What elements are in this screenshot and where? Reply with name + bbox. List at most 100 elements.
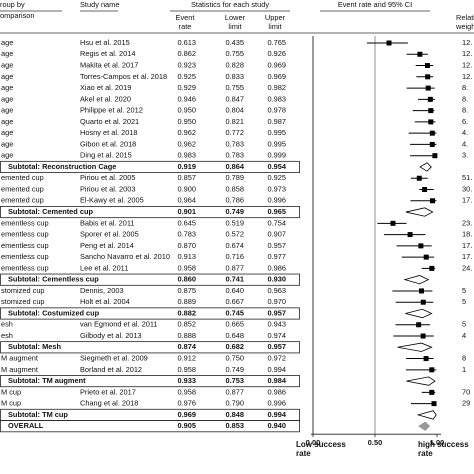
stat-value: 0.930 — [268, 275, 287, 284]
stat-value: 0.905 — [178, 421, 197, 430]
stat-value: 0.965 — [268, 207, 287, 216]
stat-value: 0.874 — [178, 342, 197, 351]
stat-value: 0.974 — [268, 331, 287, 340]
stat-value: 0.983 — [178, 151, 197, 160]
point-estimate — [416, 322, 422, 328]
subtotal-box — [0, 341, 300, 354]
point-estimate — [419, 288, 424, 294]
weight-value: 18. — [462, 230, 472, 239]
group-label: M augment — [1, 365, 38, 374]
stat-value: 0.978 — [268, 106, 287, 115]
weight-value: 3. — [462, 151, 468, 160]
stat-value: 0.999 — [268, 151, 287, 160]
study-name: Hosny et al. 2018 — [80, 128, 138, 137]
header-lower: Lower limit — [224, 13, 246, 31]
study-name: Quarto et al. 2021 — [80, 117, 139, 126]
stat-value: 0.674 — [226, 241, 245, 250]
point-estimate — [429, 265, 435, 271]
stat-value: 0.950 — [178, 117, 197, 126]
subtotal-label: Subtotal: TM cup — [8, 410, 68, 419]
point-estimate — [425, 85, 431, 91]
weight-value: 4. — [462, 128, 468, 137]
study-name: Peng et al. 2014 — [80, 241, 134, 250]
subtotal-label: Subtotal: Costumized cup — [8, 308, 100, 317]
group-label: ementless cup — [1, 241, 49, 250]
subtotal-box — [0, 160, 300, 174]
stat-value: 0.929 — [178, 83, 197, 92]
subtotal-diamond — [419, 162, 432, 172]
study-name: Borland et al. 2012 — [80, 365, 142, 374]
study-name: Sancho Navarro et al. 2010 — [80, 252, 170, 261]
study-name: Chang et al. 2018 — [80, 399, 138, 408]
x-label-left: Low success rate — [296, 440, 346, 458]
stat-value: 0.995 — [268, 139, 287, 148]
group-label: ementless cup — [1, 263, 49, 272]
study-name: Hsu et al. 2015 — [80, 38, 130, 47]
header-stats: Statistics for each study — [190, 0, 270, 9]
stat-value: 0.667 — [226, 297, 245, 306]
weight-value: 70 — [462, 387, 470, 396]
header-upper: Upper limit — [264, 13, 286, 31]
point-estimate — [418, 243, 424, 249]
stat-value: 0.969 — [178, 410, 197, 419]
x-label-right: high success rate — [418, 440, 469, 458]
group-label: esh — [1, 331, 13, 340]
stat-value: 0.572 — [226, 230, 245, 239]
study-name: Makita et al. 2017 — [80, 60, 138, 69]
stat-value: 0.519 — [226, 218, 245, 227]
stat-value: 0.877 — [226, 263, 245, 272]
stat-value: 0.862 — [178, 49, 197, 58]
stat-value: 0.864 — [226, 162, 245, 171]
stat-value: 0.984 — [268, 376, 287, 385]
point-estimate — [429, 130, 435, 136]
study-name: Holt et al. 2004 — [80, 297, 130, 306]
subtotal-diamond — [405, 207, 434, 217]
point-estimate — [420, 299, 426, 305]
stat-value: 0.875 — [178, 286, 197, 295]
study-name: Philippe et al. 2012 — [80, 106, 143, 115]
group-label: M augment — [1, 354, 38, 363]
header-event-rate: Event rate — [175, 13, 195, 31]
stat-value: 0.976 — [178, 399, 197, 408]
point-estimate — [428, 108, 434, 114]
stat-value: 0.963 — [268, 286, 287, 295]
stat-value: 0.933 — [178, 376, 197, 385]
stat-value: 0.986 — [268, 387, 287, 396]
stat-value: 0.749 — [226, 207, 245, 216]
subtotal-diamond — [405, 308, 433, 319]
stat-value: 0.958 — [178, 365, 197, 374]
study-name: Siegmeth et al. 2009 — [80, 354, 148, 363]
stat-value: 0.877 — [226, 387, 245, 396]
stat-value: 0.925 — [268, 173, 287, 182]
group-label: stomized cup — [1, 286, 45, 295]
stat-value: 0.912 — [178, 354, 197, 363]
stat-value: 0.786 — [226, 196, 245, 205]
weight-value: 12. — [462, 49, 472, 58]
subtotal-diamond — [406, 376, 436, 386]
study-name: Regis et al. 2014 — [80, 49, 135, 58]
stat-value: 0.853 — [226, 421, 245, 430]
stat-value: 0.765 — [268, 38, 287, 47]
stat-value: 0.986 — [268, 263, 287, 272]
stat-value: 0.977 — [268, 252, 287, 261]
stat-value: 0.994 — [268, 410, 287, 419]
point-estimate — [423, 254, 429, 260]
weight-value: 12. — [462, 72, 472, 81]
stat-value: 0.783 — [178, 230, 197, 239]
stat-value: 0.957 — [268, 308, 287, 317]
stat-value: 0.745 — [226, 308, 245, 317]
point-estimate — [407, 232, 413, 238]
subtotal-diamond — [416, 410, 437, 420]
subtotal-label: Subtotal: TM augment — [8, 376, 86, 385]
stat-value: 0.833 — [226, 72, 245, 81]
stat-value: 0.995 — [268, 128, 287, 137]
group-label: age — [1, 106, 13, 115]
stat-value: 0.969 — [268, 72, 287, 81]
stat-value: 0.860 — [178, 275, 197, 284]
weight-value: 12. — [462, 38, 472, 47]
subtotal-label: Subtotal: Reconstruction Cage — [8, 162, 116, 171]
stat-value: 0.913 — [178, 252, 197, 261]
stat-value: 0.435 — [226, 38, 245, 47]
point-estimate — [432, 153, 438, 159]
point-estimate — [422, 187, 428, 193]
